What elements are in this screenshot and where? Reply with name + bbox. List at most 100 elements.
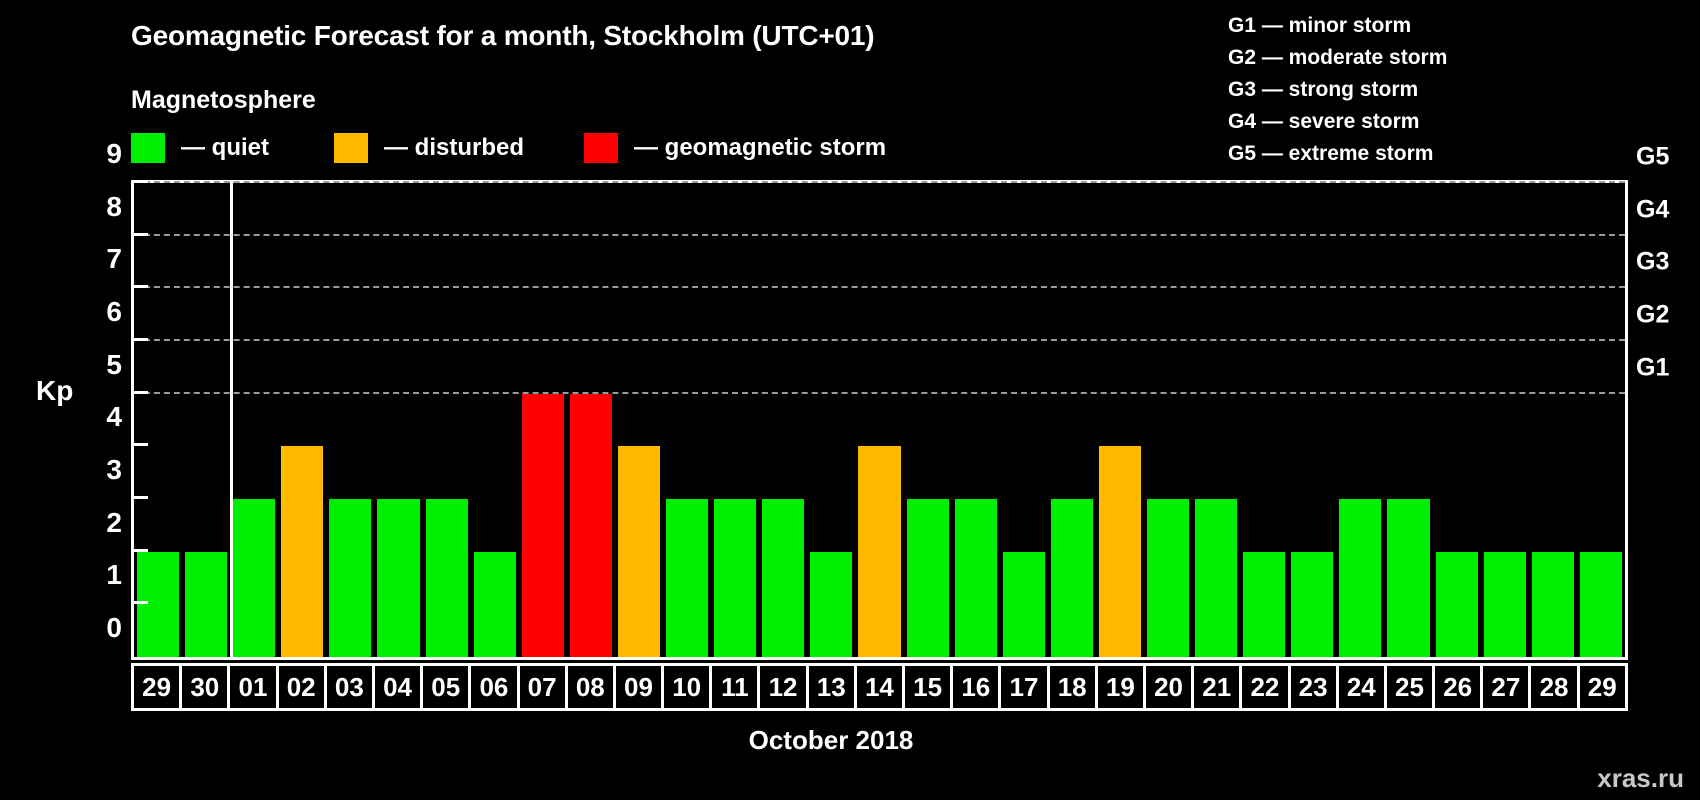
day-label-24[interactable]: 24 [1339,666,1387,708]
bar-day-04-kp-3[interactable] [377,499,420,657]
bar-day-21-kp-3[interactable] [1195,499,1238,657]
day-label-15[interactable]: 15 [905,666,954,708]
day-label-17[interactable]: 17 [1001,666,1050,708]
bar-day-29-kp-2[interactable] [1579,551,1622,657]
day-label-11[interactable]: 11 [712,666,761,708]
bar-day-13-kp-2[interactable] [810,551,853,657]
bar-cell[interactable] [1096,183,1144,657]
bar-cell[interactable] [1240,183,1288,657]
bar-day-01-kp-3[interactable] [233,499,276,657]
bar-cell[interactable] [807,183,855,657]
day-label-22[interactable]: 22 [1242,666,1291,708]
day-label-03[interactable]: 03 [327,666,375,708]
g-axis-labels: G1 G2 G3 G4 G5 [1636,143,1696,660]
bar-day-14-kp-4[interactable] [858,446,901,657]
bar-day-28-kp-2[interactable] [1531,551,1574,657]
bar-cell[interactable] [326,183,374,657]
bar-cell[interactable] [230,183,278,657]
bar-series [134,183,1625,657]
legend-swatch-quiet [131,133,165,163]
bar-cell[interactable] [759,183,807,657]
day-label-19[interactable]: 19 [1098,666,1146,708]
day-label-26[interactable]: 26 [1435,666,1484,708]
day-label-10[interactable]: 10 [664,666,713,708]
bar-cell[interactable] [615,183,663,657]
bar-cell[interactable] [1048,183,1096,657]
bar-cell[interactable] [519,183,567,657]
bar-cell[interactable] [374,183,422,657]
bar-cell[interactable] [134,183,182,657]
bar-cell[interactable] [1481,183,1529,657]
bar-cell[interactable] [711,183,759,657]
y-axis-label-8: 8 [106,190,122,222]
y-axis-labels: 0 1 2 3 4 5 6 7 8 9 [78,138,122,660]
bar-day-19-kp-4[interactable] [1098,446,1141,657]
bar-day-10-kp-3[interactable] [666,499,709,657]
day-label-14[interactable]: 14 [857,666,905,708]
day-label-25[interactable]: 25 [1387,666,1436,708]
bar-cell[interactable] [1433,183,1481,657]
legend-item-disturbed: — disturbed [334,132,524,164]
bar-day-06-kp-2[interactable] [473,551,516,657]
bar-day-07-kp-5[interactable] [521,393,564,657]
day-label-29[interactable]: 29 [131,666,183,708]
bar-day-25-kp-3[interactable] [1387,499,1430,657]
bar-day-26-kp-2[interactable] [1435,551,1478,657]
day-label-27[interactable]: 27 [1483,666,1532,708]
day-label-29[interactable]: 29 [1580,666,1628,708]
bar-cell[interactable] [1384,183,1432,657]
day-label-04[interactable]: 04 [375,666,424,708]
day-label-16[interactable]: 16 [953,666,1002,708]
bar-day-16-kp-3[interactable] [954,499,997,657]
day-label-20[interactable]: 20 [1146,666,1195,708]
day-label-30[interactable]: 30 [182,666,231,708]
bar-day-08-kp-5[interactable] [569,393,612,657]
day-label-06[interactable]: 06 [471,666,520,708]
bar-cell[interactable] [1192,183,1240,657]
bar-cell[interactable] [423,183,471,657]
bar-cell[interactable] [1577,183,1625,657]
bar-cell[interactable] [567,183,615,657]
bar-day-23-kp-2[interactable] [1291,551,1334,657]
bar-cell[interactable] [952,183,1000,657]
day-label-07[interactable]: 07 [520,666,568,708]
day-label-21[interactable]: 21 [1194,666,1243,708]
bar-day-30-kp-2[interactable] [185,551,228,657]
bar-cell[interactable] [182,183,230,657]
bar-day-18-kp-3[interactable] [1050,499,1093,657]
bar-day-11-kp-3[interactable] [714,499,757,657]
bar-cell[interactable] [904,183,952,657]
day-label-05[interactable]: 05 [423,666,472,708]
bar-cell[interactable] [1336,183,1384,657]
day-label-02[interactable]: 02 [279,666,327,708]
day-label-09[interactable]: 09 [616,666,665,708]
bar-cell[interactable] [1529,183,1577,657]
bar-day-24-kp-3[interactable] [1339,499,1382,657]
day-label-13[interactable]: 13 [809,666,857,708]
day-label-28[interactable]: 28 [1531,666,1580,708]
gridline-kp-8 [134,233,1625,236]
bar-day-22-kp-2[interactable] [1243,551,1286,657]
bar-day-09-kp-4[interactable] [617,446,661,657]
day-label-01[interactable]: 01 [230,666,279,708]
bar-day-12-kp-3[interactable] [762,499,805,657]
bar-cell[interactable] [663,183,711,657]
bar-day-27-kp-2[interactable] [1483,551,1526,657]
day-label-12[interactable]: 12 [760,666,809,708]
bar-cell[interactable] [1144,183,1192,657]
bar-day-17-kp-2[interactable] [1002,551,1045,657]
bar-cell[interactable] [855,183,903,657]
bar-cell[interactable] [278,183,326,657]
day-label-23[interactable]: 23 [1291,666,1339,708]
bar-cell[interactable] [471,183,519,657]
day-label-08[interactable]: 08 [568,666,616,708]
bar-day-05-kp-3[interactable] [425,499,468,657]
bar-day-02-kp-4[interactable] [281,446,324,657]
bar-day-03-kp-3[interactable] [329,499,372,657]
day-label-18[interactable]: 18 [1050,666,1098,708]
bar-cell[interactable] [1288,183,1336,657]
bar-day-20-kp-3[interactable] [1146,499,1190,657]
y-tick-8 [134,232,148,236]
bar-day-15-kp-3[interactable] [906,499,949,657]
bar-cell[interactable] [1000,183,1048,657]
